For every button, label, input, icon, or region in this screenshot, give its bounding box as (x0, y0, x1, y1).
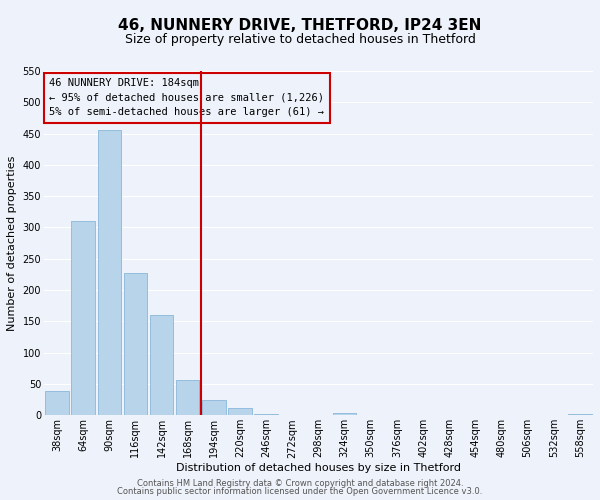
Text: Contains HM Land Registry data © Crown copyright and database right 2024.: Contains HM Land Registry data © Crown c… (137, 478, 463, 488)
Bar (333, 412, 356, 415)
Bar (228, 408, 252, 415)
Bar (45, 392, 69, 415)
Text: 46, NUNNERY DRIVE, THETFORD, IP24 3EN: 46, NUNNERY DRIVE, THETFORD, IP24 3EN (118, 18, 482, 32)
Bar (98, 130, 121, 415)
Y-axis label: Number of detached properties: Number of detached properties (7, 156, 17, 331)
Bar (568, 414, 592, 415)
Text: Contains public sector information licensed under the Open Government Licence v3: Contains public sector information licen… (118, 487, 482, 496)
Bar (437, 414, 461, 415)
Text: Size of property relative to detached houses in Thetford: Size of property relative to detached ho… (125, 32, 475, 46)
Bar (71, 221, 95, 415)
Bar (124, 272, 147, 415)
Bar (254, 414, 278, 415)
X-axis label: Distribution of detached houses by size in Thetford: Distribution of detached houses by size … (176, 463, 461, 473)
Bar (150, 315, 173, 415)
Bar (176, 380, 199, 415)
Bar (202, 400, 226, 415)
Text: 46 NUNNERY DRIVE: 184sqm
← 95% of detached houses are smaller (1,226)
5% of semi: 46 NUNNERY DRIVE: 184sqm ← 95% of detach… (49, 78, 325, 118)
